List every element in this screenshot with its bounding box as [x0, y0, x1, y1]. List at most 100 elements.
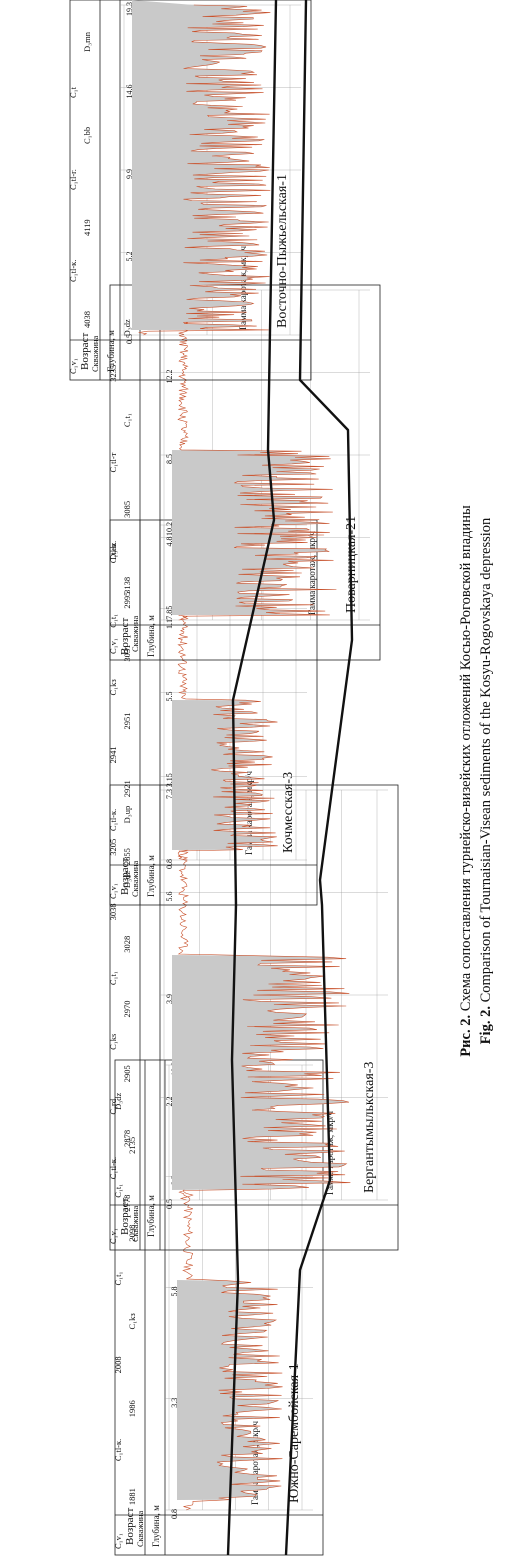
gamma-tick: 5.5	[165, 692, 174, 702]
gamma-tick: 7.3	[165, 789, 174, 799]
age-label: C₁tl-г.	[68, 169, 78, 190]
depth-header: Глубина, м	[146, 855, 156, 897]
age-label: C₁tl-к.	[108, 1157, 118, 1179]
age-label: C₁t₁	[108, 614, 118, 628]
age-label: 3038	[108, 903, 118, 920]
age-label: C₁tl-к.	[68, 260, 78, 282]
depth-header: Глубина, м	[106, 330, 116, 372]
gamma-fill	[172, 700, 278, 850]
gamma-tick: 9.9	[125, 169, 134, 179]
age-label: C₁t₁	[113, 1184, 123, 1198]
caption-en-text: Comparison of Tournaisian-Visean sedimen…	[478, 517, 494, 1003]
well-panel: Возраст Глубина, м Скважина Бергантымылькск…	[108, 784, 399, 1251]
age-label: 2878	[122, 1130, 132, 1147]
well-name: Кочмесская-3	[281, 772, 296, 853]
age-label: D₃dz	[113, 1093, 123, 1110]
age-label: 2905	[122, 1065, 132, 1082]
panel-frame	[69, 0, 312, 381]
age-label: 2098	[127, 1225, 137, 1242]
gamma-tick: 0.8	[165, 859, 174, 869]
age-label: 4038	[82, 311, 92, 328]
age-label: 3028	[122, 936, 132, 953]
gamma-tick: 12.2	[165, 370, 174, 384]
well-header: Скважина	[130, 1206, 140, 1242]
age-label: C₁v₁	[68, 358, 78, 374]
age-label: C₁t₁	[122, 413, 132, 427]
correlation-line-top	[226, 0, 278, 1556]
gamma-tick: 5.8	[170, 1287, 179, 1297]
gamma-tick: 3.15	[165, 773, 174, 787]
gamma-tick: 3.9	[165, 994, 174, 1004]
age-label: 2778	[122, 1195, 132, 1212]
age-header: Возраст	[79, 333, 91, 370]
caption-ru-label: Рис. 2.	[458, 1014, 474, 1057]
age-label: 2008	[113, 1356, 123, 1373]
age-label: C₁tl-к.	[113, 1439, 123, 1461]
age-label: C₁rd	[108, 1098, 118, 1114]
age-label: 1986	[127, 1400, 137, 1417]
well-header: Скважина	[135, 1511, 145, 1547]
age-label: 2921	[122, 780, 132, 797]
well-header: Скважина	[90, 336, 100, 372]
gamma-log	[177, 289, 337, 621]
age-label: 3031	[122, 645, 132, 662]
gamma-log	[138, 4, 271, 336]
age-header: Возраст	[119, 618, 131, 655]
gamma-tick: 19.3	[125, 2, 134, 16]
age-label: C₁tl-т	[108, 452, 118, 472]
depth-header: Глубина, м	[151, 1505, 161, 1547]
age-label: C₁ks	[108, 1034, 118, 1050]
gamma-tick: 5.6	[165, 892, 174, 902]
age-label: C₁tl-к.	[108, 541, 118, 563]
well-header: Скважина	[130, 616, 140, 652]
correlation-line-bottom	[284, 0, 354, 1556]
age-label: C₁v₁	[108, 1228, 118, 1244]
gamma-fill	[177, 1280, 283, 1500]
gamma-fill	[172, 955, 351, 1190]
age-label: C₁t₁	[108, 971, 118, 985]
gamma-tick: 0.5	[125, 334, 134, 344]
age-label: C₁t₁	[113, 1272, 123, 1286]
age-label: 1881	[127, 1488, 137, 1505]
depth-header: Глубина, м	[146, 1195, 156, 1237]
age-label: C₁bb	[82, 127, 92, 144]
gamma-tick: 14.6	[125, 85, 134, 99]
age-label: 2941	[108, 746, 118, 763]
caption-en-label: Fig. 2.	[478, 1006, 494, 1045]
gamma-tick: 4.8	[165, 537, 174, 547]
gamma-tick: 10.2	[165, 522, 174, 536]
age-label: 3205	[108, 839, 118, 856]
age-label: C₁v₁	[108, 883, 118, 899]
age-label: 4119	[82, 219, 92, 236]
gamma-tick: 0.5	[165, 1199, 174, 1209]
age-label: D₃dz	[122, 319, 132, 336]
age-header: Возраст	[119, 1198, 131, 1235]
age-label: 2951	[122, 712, 132, 729]
age-label: 3235	[108, 365, 118, 382]
gamma-tick: 7.85	[165, 606, 174, 620]
age-label: 2995	[122, 592, 132, 609]
gamma-fill	[172, 450, 337, 615]
gamma-log	[177, 789, 351, 1201]
depth-header: Глубина, м	[146, 615, 156, 657]
caption-en: Fig. 2. Comparison of Tournaisian-Visean…	[478, 0, 495, 1562]
well-header: Скважина	[130, 861, 140, 897]
gamma-tick: 1.1	[165, 619, 174, 629]
age-label: C₁v₁	[108, 638, 118, 654]
age-label: C₁tl-к.	[108, 809, 118, 831]
age-label: D₃dz	[122, 871, 132, 888]
age-label: C₁kз	[108, 679, 118, 696]
age-label: C₁kз	[127, 1313, 137, 1330]
gamma-tick: 2.2	[165, 1097, 174, 1107]
gamma-header: Гамма каротаж, мкр/ч	[307, 531, 317, 615]
caption-ru: Рис. 2. Схема сопоставления турнейско-ви…	[458, 0, 475, 1562]
caption-ru-text: Схема сопоставления турнейско-визейских …	[458, 505, 474, 1012]
gamma-tick: 8.5	[165, 454, 174, 464]
well-panel: Возраст Глубина, м Скважина Восточно-Пыжьел…	[68, 0, 312, 381]
age-label: 3138	[122, 577, 132, 594]
age-label: D₃up	[122, 806, 132, 824]
gamma-header: Гамма каротаж, мкр/ч	[238, 246, 248, 330]
age-label: D₃mn	[82, 31, 92, 52]
age-label: 3085	[122, 501, 132, 518]
